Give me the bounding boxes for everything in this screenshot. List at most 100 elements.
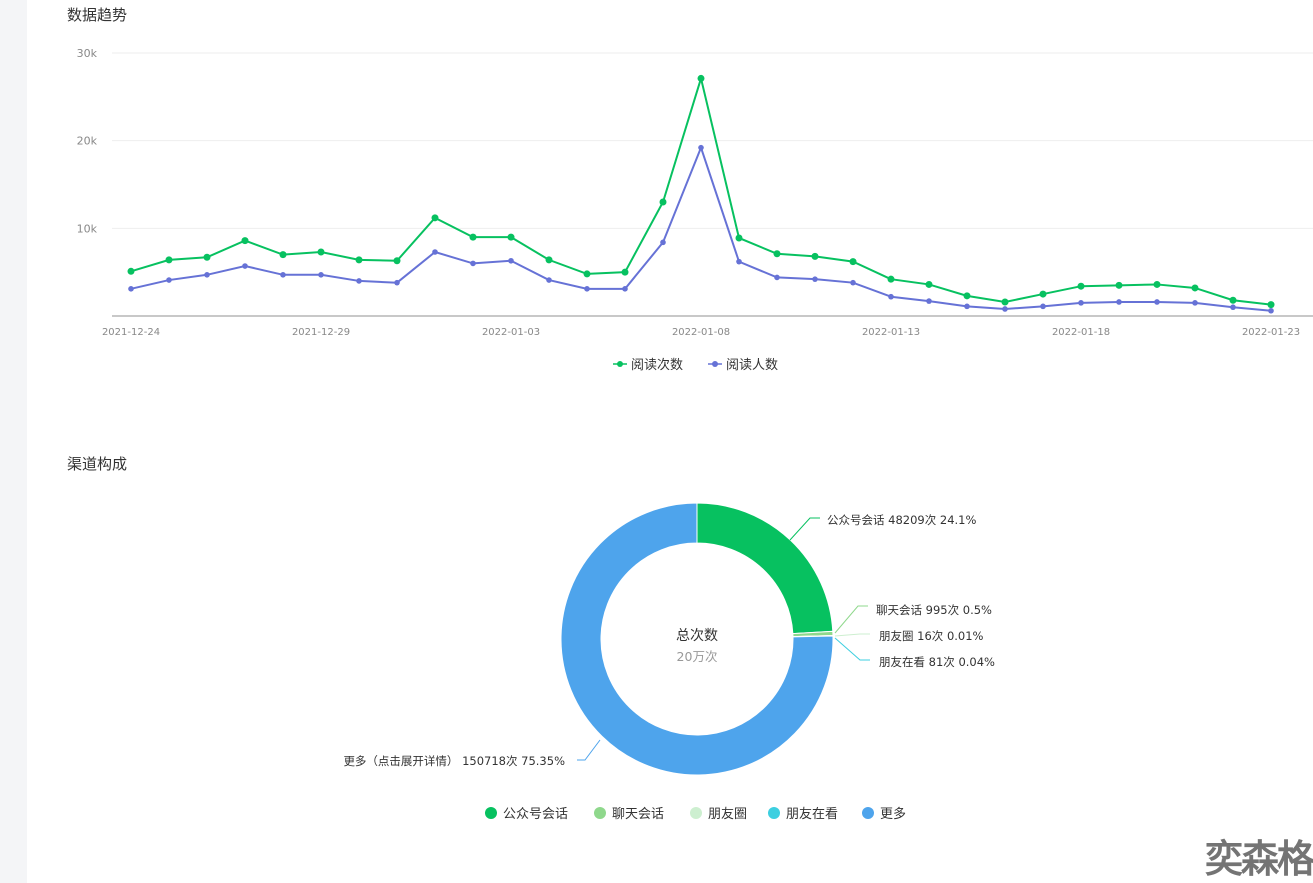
- data-point[interactable]: [1192, 300, 1198, 306]
- data-point[interactable]: [812, 276, 818, 282]
- pie-label-text: 朋友圈 16次 0.01%: [879, 629, 984, 643]
- data-point[interactable]: [887, 275, 895, 283]
- trend-section-title: 数据趋势: [67, 6, 128, 24]
- data-point[interactable]: [165, 256, 173, 264]
- data-point[interactable]: [773, 250, 781, 258]
- pie-label: 聊天会话 995次 0.5%: [834, 603, 992, 634]
- pie-legend-item[interactable]: 更多: [862, 806, 906, 822]
- data-point[interactable]: [204, 271, 210, 278]
- pie-legend-item[interactable]: 公众号会话: [485, 807, 568, 822]
- data-point[interactable]: [1154, 299, 1160, 305]
- pie-label-text: 公众号会话 48209次 24.1%: [827, 513, 976, 527]
- data-point[interactable]: [811, 252, 819, 260]
- legend-item-reader-count[interactable]: 阅读人数: [708, 358, 778, 373]
- data-point[interactable]: [1002, 306, 1008, 312]
- data-point[interactable]: [1001, 298, 1009, 306]
- data-point[interactable]: [1115, 281, 1123, 289]
- data-point[interactable]: [128, 286, 134, 292]
- data-point[interactable]: [926, 298, 932, 304]
- data-point[interactable]: [203, 253, 211, 261]
- pie-slice-4[interactable]: [560, 502, 834, 776]
- pie-legend-item[interactable]: 朋友在看: [768, 806, 838, 822]
- data-point[interactable]: [242, 263, 248, 269]
- data-point[interactable]: [1191, 284, 1199, 292]
- data-point[interactable]: [888, 293, 894, 300]
- data-point[interactable]: [736, 258, 742, 265]
- data-point[interactable]: [964, 303, 970, 310]
- data-point[interactable]: [698, 144, 704, 151]
- data-point[interactable]: [925, 280, 933, 288]
- legend-dot-icon: [690, 807, 702, 819]
- legend-dot-icon: [862, 807, 874, 819]
- x-tick-label: 2022-01-18: [1052, 327, 1110, 338]
- legend-label: 公众号会话: [503, 807, 568, 822]
- data-point[interactable]: [469, 233, 477, 241]
- series-read-count: [127, 74, 1275, 309]
- pie-label: 公众号会话 48209次 24.1%: [789, 513, 976, 541]
- legend-label: 更多: [880, 806, 906, 822]
- watermark-logo: 奕森格: [1204, 837, 1313, 881]
- data-point[interactable]: [850, 279, 856, 286]
- y-tick-label: 10k: [77, 222, 98, 235]
- legend-dot-icon: [617, 361, 623, 367]
- legend-item-read-count[interactable]: 阅读次数: [613, 357, 683, 373]
- data-point[interactable]: [1078, 300, 1084, 306]
- data-point[interactable]: [394, 279, 400, 286]
- data-point[interactable]: [963, 292, 971, 300]
- pie-label-text: 聊天会话 995次 0.5%: [876, 603, 992, 617]
- data-point[interactable]: [356, 278, 362, 284]
- legend-label: 朋友圈: [708, 806, 747, 822]
- data-point[interactable]: [621, 268, 629, 276]
- pie-legend-item[interactable]: 朋友圈: [690, 806, 747, 822]
- data-point[interactable]: [1268, 307, 1274, 314]
- series-line: [130, 74, 1272, 306]
- data-point[interactable]: [735, 234, 743, 242]
- data-point[interactable]: [317, 248, 325, 256]
- data-point[interactable]: [470, 260, 476, 267]
- data-point[interactable]: [697, 74, 705, 82]
- data-point[interactable]: [507, 233, 515, 241]
- data-point[interactable]: [1039, 290, 1047, 298]
- data-point[interactable]: [432, 249, 438, 255]
- y-tick-label: 20k: [77, 135, 98, 148]
- x-tick-label: 2021-12-29: [292, 327, 350, 338]
- x-tick-label: 2022-01-03: [482, 327, 540, 338]
- x-tick-label: 2022-01-08: [672, 327, 730, 338]
- data-point[interactable]: [355, 256, 363, 264]
- legend-dot-icon: [485, 807, 497, 819]
- channel-section-title: 渠道构成: [67, 455, 128, 473]
- data-point[interactable]: [659, 198, 667, 206]
- data-point[interactable]: [1116, 299, 1122, 305]
- data-point[interactable]: [545, 256, 553, 264]
- data-point[interactable]: [546, 277, 552, 283]
- data-point[interactable]: [280, 271, 286, 278]
- data-point[interactable]: [127, 267, 135, 275]
- data-point[interactable]: [660, 239, 666, 246]
- data-point[interactable]: [508, 257, 514, 264]
- data-point[interactable]: [1077, 282, 1085, 290]
- data-point[interactable]: [431, 214, 439, 222]
- donut-center-label: 总次数: [676, 628, 718, 644]
- data-point[interactable]: [279, 251, 287, 259]
- data-point[interactable]: [1229, 296, 1237, 304]
- data-point[interactable]: [393, 257, 401, 265]
- data-point[interactable]: [1267, 301, 1275, 309]
- data-point[interactable]: [1153, 280, 1161, 288]
- data-point[interactable]: [583, 270, 591, 278]
- pie-legend-item[interactable]: 聊天会话: [594, 807, 664, 822]
- data-point[interactable]: [318, 271, 324, 278]
- data-point[interactable]: [584, 286, 590, 292]
- data-point[interactable]: [1040, 303, 1046, 310]
- data-point[interactable]: [1230, 304, 1236, 311]
- data-point[interactable]: [774, 274, 780, 281]
- data-point[interactable]: [166, 277, 172, 283]
- pie-slice-0[interactable]: [696, 502, 834, 635]
- x-tick-label: 2022-01-23: [1242, 327, 1300, 338]
- data-point[interactable]: [241, 237, 249, 245]
- data-point[interactable]: [849, 258, 857, 266]
- pie-label-leader-line: [834, 633, 870, 637]
- pie-label-leader-line: [834, 605, 868, 634]
- legend-label: 阅读人数: [726, 358, 778, 373]
- data-point[interactable]: [622, 286, 628, 292]
